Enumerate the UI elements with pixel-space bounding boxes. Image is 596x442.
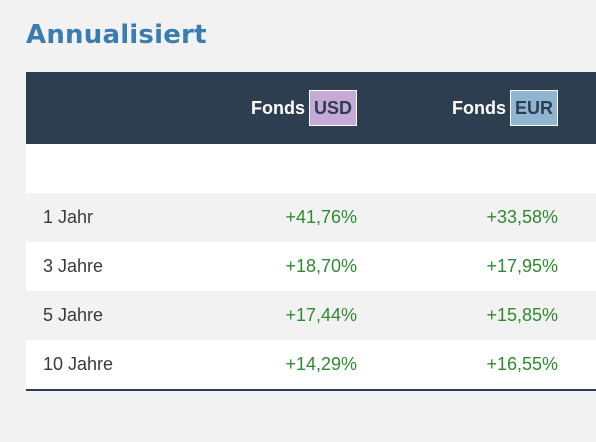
- header-fonds-usd-label: Fonds: [250, 97, 305, 118]
- eur-value-cell: +17,95%: [357, 242, 558, 291]
- annualized-performance-table: Fonds USD Fonds EUR 1 Jahr +41,7: [26, 72, 596, 391]
- eur-value-cell: +15,85%: [357, 291, 558, 340]
- period-cell: 1 Jahr: [26, 193, 166, 242]
- eur-value-cell: +33,58%: [357, 193, 558, 242]
- table-spacer-row: [26, 144, 596, 193]
- table-row: 1 Jahr +41,76% +33,58%: [26, 193, 596, 242]
- usd-value-cell: +18,70%: [166, 242, 357, 291]
- header-fonds-eur-label: Fonds: [451, 97, 506, 118]
- table-row: 10 Jahre +14,29% +16,55%: [26, 340, 596, 391]
- table-row: 3 Jahre +18,70% +17,95%: [26, 242, 596, 291]
- eur-value-cell: +16,55%: [357, 340, 558, 391]
- header-fonds-usd: Fonds USD: [166, 72, 357, 144]
- table-row: 5 Jahre +17,44% +15,85%: [26, 291, 596, 340]
- usd-value-cell: +17,44%: [166, 291, 357, 340]
- header-empty-cell: [26, 72, 166, 144]
- usd-currency-badge: USD: [308, 90, 357, 126]
- usd-value-cell: +14,29%: [166, 340, 357, 391]
- performance-table-container: Fonds USD Fonds EUR 1 Jahr +41,7: [26, 72, 596, 391]
- page-title: Annualisiert: [26, 20, 207, 50]
- period-cell: 10 Jahre: [26, 340, 166, 391]
- eur-currency-badge: EUR: [509, 90, 558, 126]
- header-trailing-cell: [558, 72, 596, 144]
- period-cell: 5 Jahre: [26, 291, 166, 340]
- header-fonds-eur: Fonds EUR: [357, 72, 558, 144]
- period-cell: 3 Jahre: [26, 242, 166, 291]
- table-header-row: Fonds USD Fonds EUR: [26, 72, 596, 144]
- usd-value-cell: +41,76%: [166, 193, 357, 242]
